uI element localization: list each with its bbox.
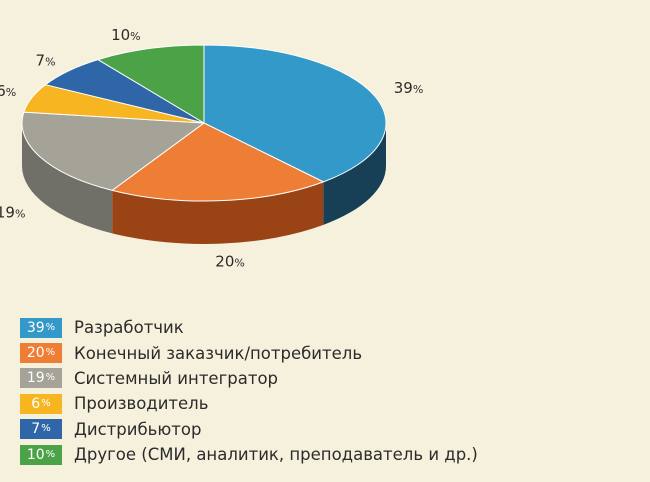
pie-slice-developer <box>203 44 387 183</box>
pie-labels: 39% 20% 19% 6% 7% 10% <box>0 26 423 270</box>
pie-side-developer <box>323 123 387 225</box>
legend-swatch: 39% <box>20 317 62 338</box>
pie-slice-system-integrator <box>21 111 205 191</box>
pie-slice-other <box>97 44 205 124</box>
pie-sides <box>21 123 387 245</box>
legend-item: 7% Дистрибьютор <box>20 417 478 442</box>
legend: 39% Разработчик 20% Конечный заказчик/по… <box>20 315 478 467</box>
legend-item: 20% Конечный заказчик/потребитель <box>20 340 478 365</box>
legend-swatch: 19% <box>20 368 62 389</box>
data-label-other: 10% <box>111 26 141 44</box>
data-label-distributor: 7% <box>36 51 56 69</box>
legend-label: Производитель <box>74 394 209 414</box>
legend-item: 10% Другое (СМИ, аналитик, преподаватель… <box>20 442 478 467</box>
legend-label: Системный интегратор <box>74 368 279 388</box>
legend-item: 39% Разработчик <box>20 315 478 340</box>
pie-chart: 39% 20% 19% 6% 7% 10% <box>0 26 423 270</box>
data-label-end-customer: 20% <box>215 253 245 271</box>
legend-label: Другое (СМИ, аналитик, преподаватель и д… <box>74 445 478 465</box>
legend-label: Разработчик <box>74 318 184 338</box>
legend-item: 19% Системный интегратор <box>20 366 478 391</box>
pie-side-end-customer <box>112 181 324 245</box>
legend-label: Конечный заказчик/потребитель <box>74 343 363 363</box>
legend-label: Дистрибьютор <box>74 419 202 439</box>
legend-swatch: 7% <box>20 419 62 440</box>
legend-item: 6% Производитель <box>20 391 478 416</box>
data-label-manufacturer: 6% <box>0 82 16 100</box>
legend-swatch: 20% <box>20 343 62 364</box>
data-label-system-integrator: 19% <box>0 203 25 221</box>
data-label-developer: 39% <box>394 79 424 97</box>
legend-swatch: 6% <box>20 393 62 414</box>
pie-side-system-integrator <box>21 123 113 234</box>
pie-slices <box>21 44 387 202</box>
pie-slice-end-customer <box>111 122 324 202</box>
legend-swatch: 10% <box>20 444 62 465</box>
